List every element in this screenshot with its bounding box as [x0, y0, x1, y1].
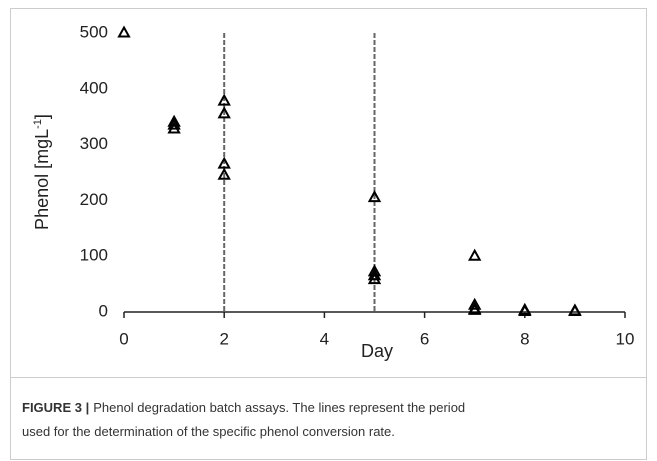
y-tick-label: 500	[80, 22, 108, 41]
data-point	[468, 302, 482, 315]
caption-text: Phenol degradation batch assays. The lin…	[93, 400, 465, 415]
x-tick-label: 10	[616, 329, 635, 348]
caption-label: FIGURE 3 |	[22, 400, 89, 415]
y-tick-label: 0	[99, 301, 108, 320]
figure-border	[10, 8, 647, 460]
x-tick-label: 6	[420, 329, 429, 348]
y-tick-label: 100	[80, 246, 108, 265]
data-point	[217, 167, 231, 180]
data-point	[367, 272, 382, 285]
data-point	[117, 25, 131, 38]
data-point	[167, 117, 181, 130]
x-tick-label: 0	[119, 329, 128, 348]
caption-line1: FIGURE 3 | Phenol degradation batch assay…	[22, 400, 465, 415]
y-axis-title: Phenol [mgL-1]	[32, 114, 52, 230]
data-point	[518, 303, 532, 316]
data-point	[367, 268, 382, 281]
x-tick-label: 8	[520, 329, 529, 348]
y-label-end: ]	[32, 114, 52, 119]
caption-line2: used for the determination of the specif…	[22, 424, 395, 439]
x-tick-label: 4	[320, 329, 329, 348]
data-point	[217, 93, 231, 106]
y-label-sup: -1	[32, 119, 44, 129]
x-axis-title: Day	[361, 341, 393, 361]
data-point	[468, 248, 482, 261]
data-point	[568, 303, 582, 316]
data-point	[468, 297, 482, 310]
x-tick-label: 2	[219, 329, 228, 348]
data-point	[217, 106, 231, 119]
data-point	[217, 156, 231, 169]
data-point	[367, 190, 382, 203]
data-point	[167, 121, 181, 134]
y-tick-label: 300	[80, 134, 108, 153]
y-tick-label: 200	[80, 190, 108, 209]
data-point	[167, 114, 181, 127]
y-tick-label: 400	[80, 78, 108, 97]
y-label-main: Phenol [mgL	[32, 129, 52, 230]
